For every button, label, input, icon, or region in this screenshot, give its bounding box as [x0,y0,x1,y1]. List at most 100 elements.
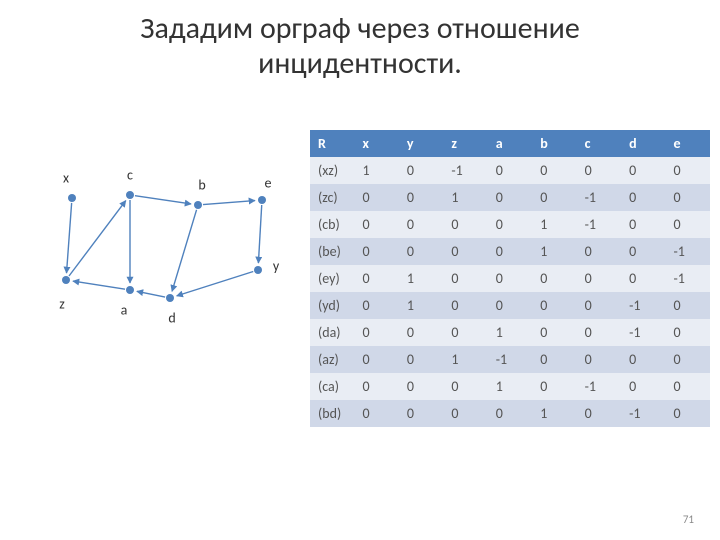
node-label-b: b [198,177,205,194]
node-d [166,294,174,302]
table-row: (az)001-10000 [310,346,710,373]
cell: -1 [621,292,665,319]
col-a: a [488,130,532,157]
node-a [126,286,134,294]
cell: -1 [621,319,665,346]
cell: 0 [443,238,487,265]
node-y [254,266,262,274]
cell: -1 [666,238,711,265]
cell: 0 [488,292,532,319]
row-label: (be) [310,238,354,265]
cell: -1 [577,211,621,238]
cell: 0 [532,319,576,346]
edge-x-z [67,203,72,273]
cell: 0 [577,400,621,427]
cell: 0 [443,211,487,238]
edge-y-d [177,272,254,296]
edge-a-z [73,281,125,289]
cell: 0 [399,319,443,346]
node-label-c: c [127,167,133,184]
cell: 1 [532,400,576,427]
cell: 0 [354,265,398,292]
cell: 0 [354,319,398,346]
cell: 0 [666,373,711,400]
cell: 0 [354,346,398,373]
table-row: (ca)00010-100 [310,373,710,400]
cell: 1 [532,211,576,238]
cell: -1 [577,184,621,211]
cell: 0 [488,400,532,427]
cell: 0 [666,211,711,238]
col-R: R [310,130,354,157]
cell: 0 [399,211,443,238]
row-label: (ca) [310,373,354,400]
cell: 0 [488,157,532,184]
col-z: z [443,130,487,157]
cell: 0 [666,346,711,373]
edge-b-e [203,201,255,205]
node-label-y: y [273,258,279,275]
row-label: (yd) [310,292,354,319]
node-label-z: z [59,296,65,313]
table-row: (zc)00100-100 [310,184,710,211]
cell: 0 [532,265,576,292]
cell: 0 [354,184,398,211]
cell: 0 [488,265,532,292]
cell: 1 [399,292,443,319]
cell: 1 [488,319,532,346]
row-label: (zc) [310,184,354,211]
cell: 0 [488,211,532,238]
cell: -1 [443,157,487,184]
cell: 0 [354,238,398,265]
cell: 0 [532,184,576,211]
cell: 0 [399,346,443,373]
cell: 0 [577,265,621,292]
cell: 0 [354,400,398,427]
cell: 0 [399,400,443,427]
row-label: (da) [310,319,354,346]
incidence-table-area: Rxyzabcde (xz)10-100000(zc)00100-100(cb)… [310,130,710,427]
cell: -1 [488,346,532,373]
cell: 0 [577,157,621,184]
edge-z-c [69,201,126,276]
cell: 0 [532,346,576,373]
row-label: (az) [310,346,354,373]
table-header-row: Rxyzabcde [310,130,710,157]
cell: 0 [443,265,487,292]
table-row: (da)000100-10 [310,319,710,346]
cell: 0 [577,238,621,265]
node-z [62,276,70,284]
cell: 0 [577,319,621,346]
cell: 0 [666,292,711,319]
cell: 0 [443,319,487,346]
cell: -1 [577,373,621,400]
edge-b-d [172,210,197,292]
cell: 0 [666,400,711,427]
table-row: (xz)10-100000 [310,157,710,184]
cell: 0 [443,400,487,427]
edge-d-a [137,291,165,297]
page-number: 71 [683,513,694,526]
cell: 1 [532,238,576,265]
cell: 0 [399,238,443,265]
col-x: x [354,130,398,157]
cell: 0 [488,238,532,265]
cell: 0 [354,373,398,400]
cell: 0 [621,157,665,184]
edge-c-b [135,196,191,204]
row-label: (cb) [310,211,354,238]
cell: 0 [354,211,398,238]
table-row: (cb)00001-100 [310,211,710,238]
node-b [194,201,202,209]
cell: 1 [399,265,443,292]
node-label-d: d [168,310,175,327]
cell: 0 [577,346,621,373]
cell: 1 [488,373,532,400]
cell: 0 [443,292,487,319]
cell: 0 [532,373,576,400]
row-label: (ey) [310,265,354,292]
table-body: (xz)10-100000(zc)00100-100(cb)00001-100(… [310,157,710,427]
node-x [68,194,76,202]
cell: -1 [666,265,711,292]
cell: 0 [443,373,487,400]
